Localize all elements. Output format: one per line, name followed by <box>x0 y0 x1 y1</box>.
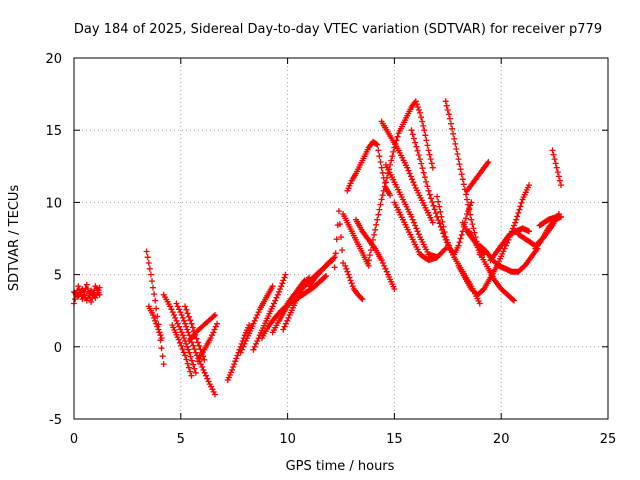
trace-34 <box>476 242 541 275</box>
trace-25-markers <box>382 161 441 261</box>
x-tick-label-1: 5 <box>177 432 185 447</box>
x-tick-label-2: 10 <box>279 432 296 447</box>
y-tick-label-2: 5 <box>54 269 62 284</box>
trace-31-markers <box>464 159 492 194</box>
trace-6 <box>169 322 195 379</box>
trace-8 <box>186 312 218 344</box>
trace-35 <box>487 225 532 264</box>
trace-18-markers <box>331 208 347 271</box>
trace-2 <box>143 248 167 368</box>
trace-31 <box>464 159 492 194</box>
x-tick-labels: 0 5 10 15 20 25 <box>70 432 616 447</box>
trace-21-markers <box>340 211 372 269</box>
x-tick-label-4: 20 <box>493 432 510 447</box>
x-axis-label: GPS time / hours <box>286 459 395 474</box>
y-tick-label-4: 15 <box>45 124 62 139</box>
trace-24 <box>378 118 436 226</box>
trace-39 <box>536 213 560 229</box>
trace-23 <box>365 98 436 264</box>
x-tick-label-5: 25 <box>600 432 617 447</box>
trace-26-markers <box>391 199 449 264</box>
trace-24-markers <box>378 118 436 226</box>
trace-20 <box>344 138 394 199</box>
trace-26 <box>391 199 449 264</box>
trace-23-markers <box>365 98 436 264</box>
y-axis-label: SDTVAR / TECUs <box>7 185 22 292</box>
x-tick-label-0: 0 <box>70 432 78 447</box>
trace-19 <box>342 262 366 303</box>
trace-39-markers <box>536 213 560 229</box>
trace-4-markers <box>160 291 199 376</box>
data-points <box>71 98 564 398</box>
trace-6-markers <box>169 322 195 379</box>
trace-19-markers <box>342 262 366 303</box>
trace-4 <box>160 291 199 376</box>
trace-9-markers <box>194 320 221 365</box>
trace-33 <box>466 228 517 304</box>
trace-11-markers <box>237 283 276 356</box>
trace-8-markers <box>186 312 218 344</box>
y-tick-label-5: 20 <box>45 52 62 67</box>
trace-5-markers <box>173 300 218 398</box>
trace-34-markers <box>476 242 541 275</box>
trace-33-markers <box>466 228 517 304</box>
trace-17 <box>306 254 338 290</box>
trace-12-markers <box>250 271 289 353</box>
y-tick-label-3: 10 <box>45 196 62 211</box>
trace-38-markers <box>549 147 564 189</box>
trace-38 <box>549 147 564 189</box>
x-tick-label-3: 15 <box>386 432 403 447</box>
trace-5 <box>173 300 218 398</box>
trace-21 <box>340 211 372 269</box>
plot-frame <box>73 57 609 420</box>
trace-20-markers <box>344 138 394 199</box>
trace-35-markers <box>487 225 532 264</box>
trace-9 <box>194 320 221 365</box>
trace-11 <box>237 283 276 356</box>
trace-25 <box>382 161 441 261</box>
axis-ticks <box>73 57 609 420</box>
trace-2-markers <box>143 248 167 368</box>
y-tick-label-0: -5 <box>49 413 62 428</box>
trace-17-markers <box>306 254 338 290</box>
grid-lines <box>74 58 608 419</box>
y-tick-label-1: 0 <box>54 341 62 356</box>
y-tick-labels: -5 0 5 10 15 20 <box>45 52 62 428</box>
trace-3 <box>145 303 165 342</box>
trace-3-markers <box>145 303 165 342</box>
trace-12 <box>250 271 289 353</box>
trace-18 <box>331 208 347 271</box>
chart-title: Day 184 of 2025, Sidereal Day-to-day VTE… <box>74 22 602 37</box>
